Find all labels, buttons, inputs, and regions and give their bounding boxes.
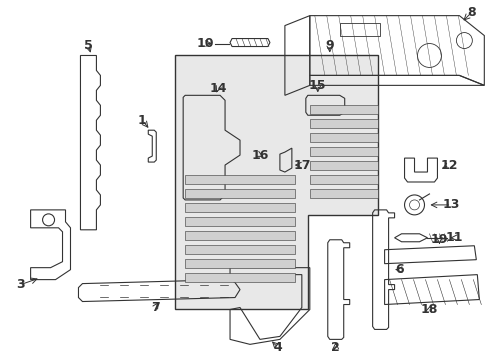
Polygon shape (309, 119, 377, 128)
Text: 7: 7 (151, 301, 159, 314)
Text: 18: 18 (420, 303, 437, 316)
Polygon shape (185, 175, 294, 184)
Polygon shape (309, 161, 377, 170)
Text: 12: 12 (440, 158, 457, 172)
Text: 11: 11 (445, 231, 462, 244)
Polygon shape (309, 175, 377, 184)
Text: 13: 13 (442, 198, 459, 211)
Text: 15: 15 (308, 79, 326, 92)
Text: 6: 6 (394, 263, 403, 276)
Polygon shape (309, 147, 377, 156)
Text: 1: 1 (138, 114, 146, 127)
Text: 3: 3 (16, 278, 25, 291)
Polygon shape (185, 259, 294, 268)
Text: 9: 9 (325, 39, 333, 52)
Polygon shape (309, 105, 377, 114)
Polygon shape (185, 217, 294, 226)
Text: 10: 10 (196, 37, 213, 50)
Text: 19: 19 (430, 233, 447, 246)
Text: 4: 4 (273, 341, 282, 354)
Polygon shape (185, 231, 294, 240)
Polygon shape (309, 133, 377, 142)
Polygon shape (185, 245, 294, 254)
Text: 2: 2 (331, 341, 340, 354)
Polygon shape (175, 55, 377, 310)
Polygon shape (185, 273, 294, 282)
Text: 17: 17 (292, 158, 310, 172)
Polygon shape (185, 203, 294, 212)
Polygon shape (185, 189, 294, 198)
Polygon shape (309, 189, 377, 198)
Text: 5: 5 (84, 39, 93, 52)
Text: 16: 16 (251, 149, 268, 162)
Text: 14: 14 (209, 82, 226, 95)
Text: 8: 8 (466, 6, 475, 19)
